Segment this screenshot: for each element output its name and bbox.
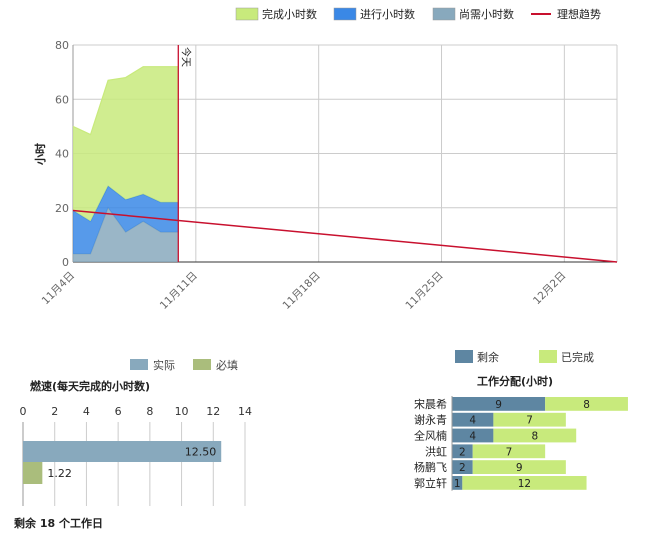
allocation-category-label: 洪虹 [425, 444, 447, 458]
burnrate-tick-label: 4 [83, 405, 90, 418]
burnrate-legend-item: 实际 [130, 358, 175, 372]
allocation-value-label: 4 [469, 415, 476, 427]
allocation-legend-item: 剩余 [455, 350, 499, 364]
legend-label: 已完成 [561, 350, 594, 364]
burnrate-tick-label: 10 [175, 405, 189, 418]
x-tick-label: 11月11日 [158, 270, 200, 312]
allocation-bar-segment [493, 428, 577, 443]
legend-item: 进行小时数 [333, 7, 415, 21]
y-tick-label: 80 [55, 39, 69, 52]
allocation-bar-segment [472, 460, 566, 474]
legend-label: 尚需小时数 [459, 7, 514, 21]
allocation-category-label: 宋晨希 [414, 397, 447, 411]
burnrate-bar [23, 441, 222, 462]
y-tick-label: 0 [62, 256, 69, 269]
burnrate-tick-label: 14 [238, 405, 252, 418]
y-tick-label: 40 [55, 148, 69, 161]
legend-swatch [455, 350, 473, 363]
allocation-bar-segment [493, 412, 566, 427]
legend-label: 理想趋势 [557, 7, 601, 21]
allocation-value-label: 8 [583, 399, 590, 411]
legend-item: 尚需小时数 [432, 7, 514, 21]
allocation-bar-segment [545, 397, 628, 411]
allocation-bar-segment [452, 460, 473, 474]
allocation-bar-segment [452, 397, 546, 411]
allocation-bar-segment [462, 476, 587, 490]
today-label: 今天 [179, 47, 192, 67]
area-edge-1 [73, 206, 179, 255]
allocation-bar-segment [452, 444, 473, 459]
area-edge-3 [72, 66, 179, 136]
y-tick-label: 20 [55, 202, 69, 215]
allocation-category-label: 杨鹏飞 [414, 460, 447, 474]
x-tick-label: 12月2日 [531, 270, 569, 308]
legend-label: 实际 [153, 358, 175, 372]
area-3 [73, 66, 179, 222]
legend-item: 理想趋势 [531, 7, 601, 21]
allocation-category-label: 全风楠 [414, 429, 447, 443]
area-2 [73, 186, 179, 254]
allocation-value-label: 9 [516, 462, 523, 474]
legend-swatch [539, 350, 557, 363]
burnrate-tick-label: 0 [20, 405, 27, 418]
x-tick-label: 11月25日 [403, 270, 445, 312]
x-tick-label: 11月18日 [281, 270, 323, 312]
allocation-value-label: 1 [454, 478, 461, 490]
allocation-value-label: 9 [495, 399, 502, 411]
ideal-trend-line [72, 209, 618, 263]
allocation-category-label: 郭立轩 [414, 476, 447, 490]
allocation-value-label: 7 [526, 415, 533, 427]
allocation-category-label: 谢永青 [414, 413, 447, 427]
legend-item: 完成小时数 [235, 7, 317, 21]
burnrate-tick-label: 12 [206, 405, 220, 418]
legend-label: 必填 [216, 358, 238, 372]
legend-swatch [235, 7, 259, 21]
area-1 [73, 207, 179, 262]
allocation-bar-segment [472, 444, 546, 459]
allocation-legend-item: 已完成 [539, 350, 594, 364]
legend-label: 完成小时数 [262, 7, 317, 21]
legend-swatch [432, 7, 456, 21]
burnrate-value-label: 1.22 [47, 467, 72, 480]
allocation-value-label: 7 [506, 446, 513, 458]
legend-label: 进行小时数 [360, 8, 415, 21]
allocation-title: 工作分配(小时) [477, 374, 553, 388]
legend-label: 剩余 [477, 350, 499, 364]
y-tick-label: 60 [55, 93, 69, 106]
allocation-bar-segment [452, 476, 463, 490]
allocation-bar-segment [452, 412, 494, 427]
burnrate-legend-item: 必填 [193, 358, 238, 372]
y-axis-label: 小时 [33, 143, 47, 166]
x-tick-label: 11月4日 [40, 270, 78, 308]
allocation-bar-segment [452, 428, 494, 443]
burnrate-value-label: 12.50 [185, 446, 217, 459]
allocation-value-label: 8 [531, 431, 538, 443]
allocation-value-label: 2 [459, 446, 466, 458]
legend-swatch [193, 359, 211, 370]
legend-swatch [130, 359, 148, 370]
burnrate-tick-label: 8 [146, 405, 153, 418]
burnrate-tick-label: 2 [51, 405, 58, 418]
allocation-value-label: 4 [469, 431, 476, 443]
burnrate-title: 燃速(每天完成的小时数) [29, 379, 150, 393]
allocation-value-label: 2 [459, 462, 466, 474]
allocation-value-label: 12 [518, 478, 531, 490]
burnrate-bar [23, 462, 43, 484]
legend-swatch [333, 7, 357, 21]
burnrate-tick-label: 6 [115, 405, 122, 418]
remaining-workdays: 剩余 18 个工作日 [14, 517, 103, 530]
